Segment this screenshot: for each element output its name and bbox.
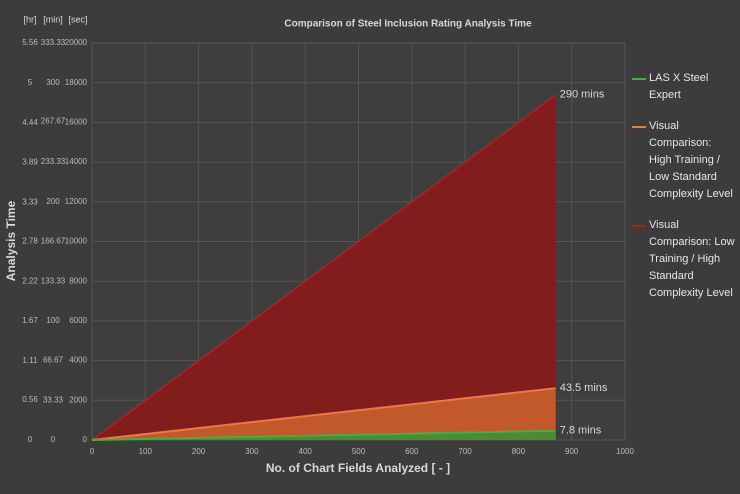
y-tick-label: 16000	[65, 118, 88, 127]
x-tick-label: 900	[565, 447, 579, 456]
y-axis-unit: [sec]	[68, 14, 87, 24]
secondary-tick-label: 1.11	[23, 356, 39, 365]
secondary-tick-label: 66.67	[43, 356, 64, 365]
secondary-tick-label: 2.78	[22, 237, 38, 246]
legend-label: Visual Comparison: High Training / Low S…	[649, 120, 733, 200]
y-tick-label: 12000	[65, 197, 88, 206]
secondary-tick-label: 100	[46, 316, 60, 325]
y-tick-label: 6000	[69, 316, 87, 325]
y-tick-label: 10000	[65, 237, 88, 246]
secondary-tick-label: 300	[46, 78, 60, 87]
legend-entry: Visual Comparison: High Training / Low S…	[632, 118, 737, 203]
y-tick-label: 2000	[69, 395, 87, 404]
secondary-tick-label: 1.67	[22, 316, 38, 325]
y-tick-label: 20000	[65, 38, 88, 47]
x-tick-label: 100	[139, 447, 153, 456]
secondary-tick-label: 200	[46, 197, 60, 206]
x-tick-label: 700	[458, 447, 472, 456]
y-axis-unit: [min]	[43, 14, 63, 24]
legend: LAS X Steel Expert Visual Comparison: Hig…	[632, 70, 737, 316]
data-label: 290 mins	[560, 89, 605, 101]
data-label: 7.8 mins	[560, 425, 602, 437]
y-tick-label: 8000	[69, 276, 87, 285]
y-tick-label: 18000	[65, 78, 88, 87]
secondary-tick-label: 3.33	[22, 197, 38, 206]
line	[91, 93, 557, 441]
x-tick-label: 300	[245, 447, 259, 456]
x-tick-label: 800	[512, 447, 526, 456]
secondary-tick-label: 2.22	[22, 277, 38, 286]
legend-label: LAS X Steel Expert	[649, 72, 709, 101]
legend-label: Visual Comparison: Low Training / High S…	[649, 219, 735, 299]
line	[91, 387, 556, 441]
line	[91, 429, 556, 441]
secondary-tick-label: 233.33	[41, 157, 66, 166]
legend-entry: Visual Comparison: Low Training / High S…	[632, 217, 737, 302]
secondary-tick-label: 33.33	[43, 395, 64, 404]
secondary-tick-label: 166.67	[41, 237, 66, 246]
y-tick-label: 4000	[69, 356, 87, 365]
y-axis-title: Analysis Time	[4, 200, 18, 281]
secondary-tick-label: 267.67	[41, 116, 66, 125]
secondary-tick-label: 0	[51, 435, 56, 444]
y-tick-label: 14000	[65, 157, 88, 166]
legend-swatch	[632, 225, 646, 227]
secondary-tick-label: 133.33	[41, 276, 66, 285]
secondary-tick-label: 333.33	[41, 38, 66, 47]
secondary-tick-label: 0	[28, 435, 33, 444]
secondary-tick-label: 5.56	[22, 38, 38, 47]
x-tick-label: 1000	[616, 447, 634, 456]
legend-entry: LAS X Steel Expert	[632, 70, 737, 104]
y-tick-label: 0	[83, 435, 88, 444]
legend-swatch	[632, 78, 646, 80]
secondary-tick-label: 0.56	[22, 395, 38, 404]
x-tick-label: 600	[405, 447, 419, 456]
x-tick-label: 400	[299, 447, 313, 456]
legend-swatch	[632, 126, 646, 128]
x-tick-label: 200	[192, 447, 206, 456]
secondary-tick-label: 5	[28, 78, 33, 87]
x-tick-label: 500	[352, 447, 366, 456]
data-label: 43.5 mins	[560, 382, 608, 394]
secondary-tick-label: 3.89	[22, 157, 38, 166]
secondary-tick-label: 4.44	[22, 118, 38, 127]
y-axis-unit: [hr]	[23, 14, 36, 24]
chart-title: Comparison of Steel Inclusion Rating Ana…	[284, 19, 532, 30]
x-tick-label: 0	[90, 447, 95, 456]
x-axis-title: No. of Chart Fields Analyzed [ - ]	[266, 461, 450, 475]
